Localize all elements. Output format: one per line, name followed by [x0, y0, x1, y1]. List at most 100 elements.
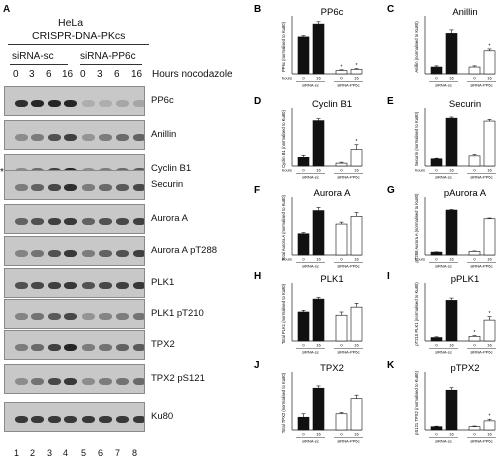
x-tick-label: 0 [473, 343, 476, 348]
chart-title: pTPX2 [450, 363, 479, 374]
blot-band [132, 249, 144, 258]
bar [335, 314, 348, 342]
blot-label: Cyclin B1 [151, 163, 192, 174]
panel-letter: F [254, 185, 260, 196]
group-label: siRNA-PP6c [470, 439, 492, 444]
x-tick-label: 16 [316, 343, 321, 348]
bar [468, 426, 481, 431]
chart-title: PP6c [321, 7, 344, 18]
bar [468, 66, 481, 75]
timepoint-label: 0 [80, 69, 86, 80]
bar [430, 66, 443, 75]
blot-band [81, 99, 95, 108]
panel-letter: D [254, 96, 261, 107]
x-tick-label: 16 [487, 257, 492, 262]
bar-chart-h: H PLK1 Total PLK1 (normalised to Ku80) 0 16 0… [254, 271, 363, 355]
blot-band [14, 249, 28, 258]
blot-band [14, 343, 28, 352]
bar [312, 387, 325, 431]
y-axis-label: Securin (normalised to Ku80) [414, 111, 419, 166]
significance-asterisk: * [489, 43, 491, 49]
group-label: siRNA-sc [435, 83, 452, 88]
bar [312, 120, 325, 167]
group-label: siRNA-PP6c [337, 439, 359, 444]
blot-band [81, 343, 95, 352]
bar [430, 251, 443, 256]
bar-chart-d: D Cyclin B1 Cyclin B1 (normalised to Ku80)… [254, 96, 363, 180]
bar [297, 311, 310, 342]
bar [445, 33, 458, 75]
header-divider [8, 44, 149, 45]
nonspecific-band-asterisk: * [0, 167, 4, 178]
x-tick-label: 0 [302, 257, 305, 262]
blot-label: PP6c [151, 95, 174, 106]
bar [335, 162, 348, 167]
blot-band [63, 217, 77, 226]
blot-label: PLK1 pT210 [151, 308, 204, 319]
blot-label: Aurora A pT288 [151, 245, 218, 256]
group-label: siRNA-sc [435, 264, 452, 269]
bar [297, 416, 310, 431]
y-axis-label: Cyclin B1 (normalised to Ku80) [281, 110, 286, 168]
chart-title: PLK1 [320, 274, 343, 285]
panel-letter: E [387, 96, 394, 107]
x-tick-label: 16 [487, 168, 492, 173]
construct-label: CRISPR-DNA-PKcs [32, 30, 126, 42]
group-label: siRNA-PP6c [337, 175, 359, 180]
y-axis-label: Total PLK1 (normalised to Ku80) [281, 283, 286, 344]
x-tick-label: 16 [354, 343, 359, 348]
significance-asterisk: * [489, 414, 491, 420]
group-label: siRNA-sc [302, 350, 319, 355]
blot-band [132, 281, 144, 290]
bar [335, 413, 348, 431]
blot-band [14, 415, 28, 424]
blot-band [115, 377, 129, 386]
blot-band [81, 312, 95, 321]
x-tick-label: 16 [449, 76, 454, 81]
y-axis-label: PP6c (normalised to Ku80) [281, 21, 286, 72]
group-label: siRNA-PP6c [470, 350, 492, 355]
blot-band [30, 312, 44, 321]
significance-asterisk: * [356, 139, 358, 145]
x-tick-label: 0 [435, 343, 438, 348]
bar [350, 69, 363, 75]
blot-band [132, 183, 144, 192]
x-tick-label: 16 [316, 432, 321, 437]
bar-chart-j: J TPX2 Total TPX2 (normalised to Ku80) 0 16 0… [254, 360, 363, 444]
x-tick-label: 0 [473, 432, 476, 437]
group-label: siRNA-sc [435, 439, 452, 444]
blot-band [98, 281, 112, 290]
x-tick-label: 16 [449, 432, 454, 437]
group-label: siRNA-PP6c [470, 175, 492, 180]
x-tick-label: 16 [354, 257, 359, 262]
blot-label: TPX2 pS121 [151, 373, 205, 384]
blot-band [30, 133, 44, 142]
blot-band [98, 183, 112, 192]
blot-band [115, 133, 129, 142]
blot-band [30, 99, 44, 108]
significance-asterisk: * [341, 64, 343, 70]
bar [445, 117, 458, 167]
bar [297, 36, 310, 75]
bar [483, 420, 496, 431]
bar [430, 426, 443, 431]
group-label: siRNA-sc [302, 83, 319, 88]
y-axis-label: Total TPX2 (normalised to Ku80) [281, 372, 286, 433]
x-prefix-label: hours [282, 76, 292, 81]
blot-strip [4, 204, 145, 234]
blot-band [63, 99, 77, 108]
blot-band [115, 99, 129, 108]
chart-title: pPLK1 [451, 274, 480, 285]
x-tick-label: 0 [302, 168, 305, 173]
bar [483, 120, 496, 167]
blot-strip [4, 330, 145, 360]
chart-title: Aurora A [314, 188, 352, 199]
bar [335, 70, 348, 75]
x-tick-label: 16 [316, 76, 321, 81]
blot-band [47, 415, 61, 424]
blot-band [14, 99, 28, 108]
group-label: siRNA-sc [435, 350, 452, 355]
x-tick-label: 16 [449, 343, 454, 348]
chart-title: pAurora A [444, 188, 487, 199]
